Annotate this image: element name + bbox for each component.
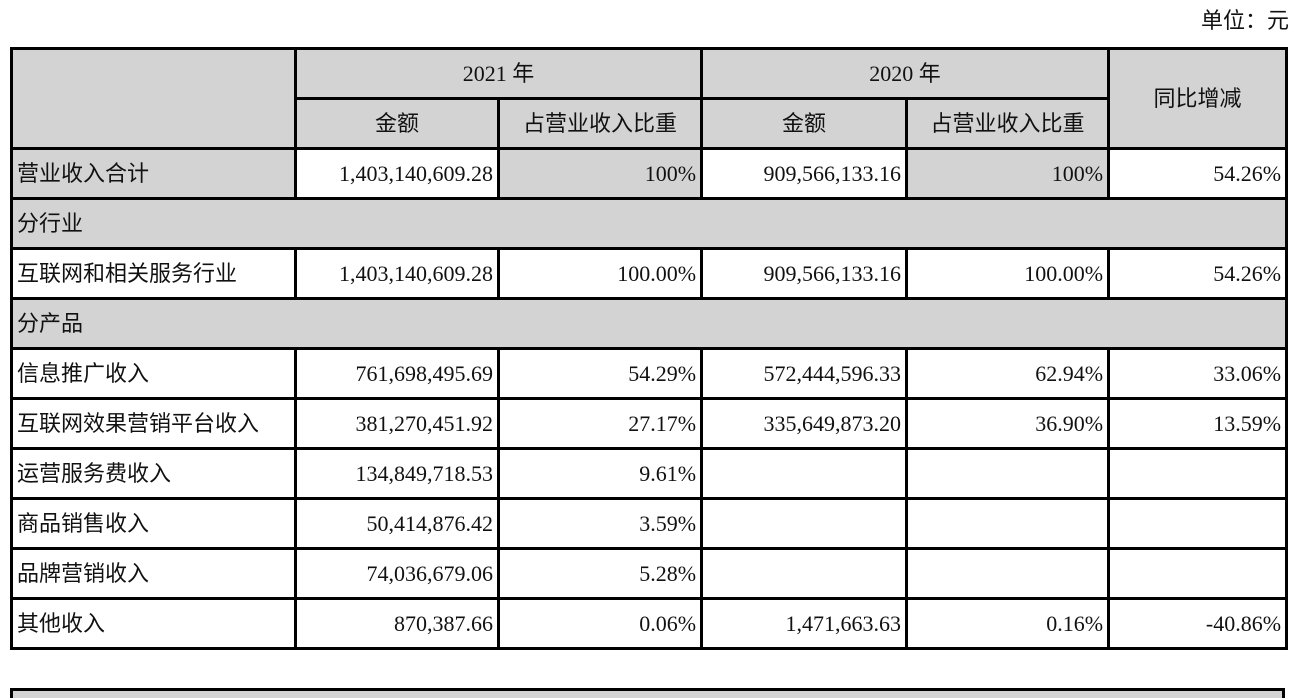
table-row-total: 营业收入合计 1,403,140,609.28 100% 909,566,133…	[10, 147, 1289, 200]
amount-2020	[700, 447, 909, 500]
amount-2021: 74,036,679.06	[294, 547, 500, 600]
yoy-change	[1107, 497, 1289, 550]
row-label: 互联网和相关服务行业	[10, 247, 297, 300]
amount-2021: 50,414,876.42	[294, 497, 500, 550]
share-2021: 27.17%	[496, 397, 704, 450]
row-label: 商品销售收入	[10, 497, 297, 550]
table-row: 其他收入 870,387.66 0.06% 1,471,663.63 0.16%…	[10, 597, 1289, 650]
share-2021: 100%	[496, 147, 704, 200]
amount-2020	[700, 497, 909, 550]
header-year-2021: 2021 年	[293, 47, 704, 100]
yoy-change: 33.06%	[1107, 347, 1289, 400]
amount-2020: 572,444,596.33	[700, 347, 909, 400]
amount-2020: 909,566,133.16	[700, 247, 909, 300]
header-blank-cell	[10, 47, 297, 150]
row-label: 其他收入	[10, 597, 297, 650]
share-2021: 3.59%	[496, 497, 704, 550]
share-2020: 100%	[905, 147, 1111, 200]
yoy-change: 54.26%	[1107, 147, 1289, 200]
header-amount-2021: 金额	[294, 97, 500, 150]
amount-2020	[700, 547, 909, 600]
section-label: 分产品	[9, 297, 1289, 350]
table-row: 互联网和相关服务行业 1,403,140,609.28 100.00% 909,…	[10, 247, 1289, 300]
revenue-table: 2021 年 2020 年 同比增减 金额 占营业收入比重 金额 占营业收入比重…	[9, 47, 1289, 650]
header-year-2020: 2020 年	[700, 47, 1111, 100]
section-label: 分行业	[9, 197, 1289, 250]
header-share-2020: 占营业收入比重	[905, 97, 1111, 150]
amount-2021: 134,849,718.53	[294, 447, 500, 500]
row-label: 营业收入合计	[10, 147, 297, 200]
yoy-change: -40.86%	[1107, 597, 1289, 650]
unit-label: 单位：元	[1200, 8, 1289, 33]
share-2020: 62.94%	[905, 347, 1111, 400]
share-2020	[905, 447, 1111, 500]
table-row: 商品销售收入 50,414,876.42 3.59%	[10, 497, 1289, 550]
table-row: 互联网效果营销平台收入 381,270,451.92 27.17% 335,64…	[10, 397, 1289, 450]
amount-2021: 381,270,451.92	[294, 397, 500, 450]
share-2021: 9.61%	[496, 447, 704, 500]
table-row: 运营服务费收入 134,849,718.53 9.61%	[10, 447, 1289, 500]
share-2021: 5.28%	[496, 547, 704, 600]
amount-2021: 1,403,140,609.28	[294, 247, 500, 300]
share-2021: 100.00%	[496, 247, 704, 300]
amount-2021: 870,387.66	[294, 597, 500, 650]
header-yoy: 同比增减	[1107, 47, 1289, 150]
row-label: 互联网效果营销平台收入	[10, 397, 297, 450]
yoy-change	[1107, 547, 1289, 600]
amount-2020: 335,649,873.20	[700, 397, 909, 450]
share-2020: 100.00%	[905, 247, 1111, 300]
share-2020: 0.16%	[905, 597, 1111, 650]
header-row-years: 2021 年 2020 年 同比增减	[10, 47, 1289, 150]
header-amount-2020: 金额	[700, 97, 909, 150]
row-label: 信息推广收入	[10, 347, 297, 400]
header-share-2021: 占营业收入比重	[496, 97, 704, 150]
amount-2021: 1,403,140,609.28	[294, 147, 500, 200]
row-label: 品牌营销收入	[10, 547, 297, 600]
yoy-change: 54.26%	[1107, 247, 1289, 300]
header-row-subcols: 金额 占营业收入比重 金额 占营业收入比重	[12, 97, 1287, 150]
row-label: 运营服务费收入	[10, 447, 297, 500]
amount-2020: 1,471,663.63	[700, 597, 909, 650]
yoy-change	[1107, 447, 1289, 500]
yoy-change: 13.59%	[1107, 397, 1289, 450]
table-row: 信息推广收入 761,698,495.69 54.29% 572,444,596…	[10, 347, 1289, 400]
next-row-partial	[10, 688, 1285, 698]
amount-2020: 909,566,133.16	[700, 147, 909, 200]
share-2021: 0.06%	[496, 597, 704, 650]
table-row: 品牌营销收入 74,036,679.06 5.28%	[10, 547, 1289, 600]
share-2020: 36.90%	[905, 397, 1111, 450]
share-2020	[905, 547, 1111, 600]
share-2020	[905, 497, 1111, 550]
share-2021: 54.29%	[496, 347, 704, 400]
section-row-product: 分产品	[9, 297, 1289, 350]
section-row-industry: 分行业	[9, 197, 1289, 250]
amount-2021: 761,698,495.69	[294, 347, 500, 400]
